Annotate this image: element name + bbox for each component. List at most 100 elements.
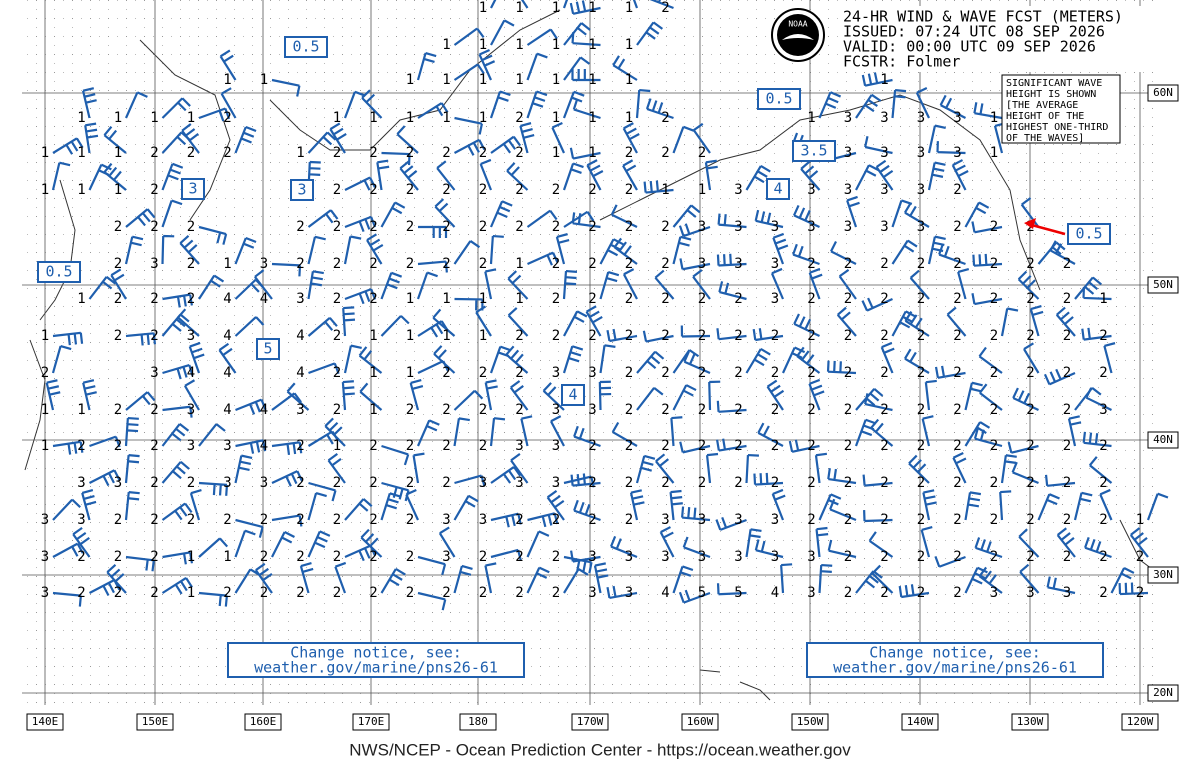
wave-height: 2 [333,328,341,344]
wind-barb [234,316,265,337]
wave-height: 2 [880,549,888,565]
wind-barb [808,378,825,411]
wind-barb [519,122,535,154]
wave-height: 2 [114,585,122,601]
wave-height: 2 [406,549,414,565]
wave-box-label: 5 [263,340,272,358]
wave-height: 3 [698,549,706,565]
wind-barb [51,344,72,374]
wave-height: 1 [369,328,377,344]
wave-height: 2 [187,512,195,528]
wind-barb [161,313,190,337]
wind-barb [526,566,550,594]
wave-height: 1 [406,328,414,344]
wave-height: 2 [880,291,888,307]
wind-barb [718,281,747,301]
wind-barb [1012,387,1039,411]
wave-box-label: 0.5 [292,38,319,56]
wave-height: 2 [1026,256,1034,272]
wind-barb [861,72,893,87]
wave-height: 1 [515,291,523,307]
wind-barb [891,89,907,119]
wave-height: 1 [369,110,377,126]
wind-barbs [45,0,1169,611]
wave-height: 2 [661,438,669,454]
wind-barb [861,297,893,312]
wind-barb [606,585,638,600]
wind-barb [904,311,930,337]
wave-height: 3 [771,512,779,528]
wave-height: 2 [77,585,85,601]
wave-height: 2 [442,182,450,198]
wind-barb [964,566,988,594]
lat-label-box [1147,84,1179,102]
wind-barb [453,240,481,265]
wind-barb [830,241,857,265]
wave-height: 2 [296,549,304,565]
wave-height: 2 [515,365,523,381]
wind-barb [88,469,121,487]
wave-height: 3 [552,475,560,491]
wave-height: 3 [844,219,852,235]
wave-height: 2 [114,549,122,565]
wave-height: 2 [1099,328,1107,344]
wind-barb [162,293,193,308]
wind-barb [434,198,456,228]
wind-barb [299,562,314,594]
wind-barb [343,344,362,374]
wind-barb [307,131,337,154]
wind-barb [506,162,529,191]
wind-barb [490,0,497,9]
wind-barb [838,268,857,300]
wave-height: 2 [771,475,779,491]
wave-height: 3 [588,585,596,601]
wind-barb [453,494,479,521]
wind-barb [964,491,982,521]
wind-barb [598,380,612,411]
wind-barb [1055,306,1076,337]
wind-barb [198,225,228,245]
wave-height: 2 [515,402,523,418]
wind-barb [308,362,340,375]
wind-barb [271,470,304,487]
wave-height: 1 [77,291,85,307]
wave-height: 1 [442,72,450,88]
wave-height: 3 [515,438,523,454]
wave-height: 3 [698,512,706,528]
wave-height: 3 [917,182,925,198]
wave-height: 2 [698,145,706,161]
wave-height: 1 [442,291,450,307]
wind-barb [520,415,533,447]
wave-heights: 1 1 1 1 1 2 1 1 1 1 1 1 1 1 1 1 1 1 1 1 1 1 1 1 1 1 2 1 1 1 1 1 2 1 1 1 2 1 3 3… [41,0,1144,601]
wind-barb [796,346,821,374]
wave-height: 2 [953,402,961,418]
wave-height: 1 [625,110,633,126]
wind-barb [72,526,91,558]
wave-height: 1 [588,72,596,88]
wind-barb [570,473,601,487]
wind-barb [103,162,127,191]
wind-barb [234,236,257,265]
wave-height: 1 [77,402,85,418]
wave-height: 1 [990,145,998,161]
wave-height: 1 [1136,512,1144,528]
wave-height: 2 [698,291,706,307]
wave-height: 2 [990,328,998,344]
wave-height: 4 [223,328,231,344]
wind-barb [416,419,440,447]
wave-height: 2 [1063,512,1071,528]
wave-height: 2 [953,585,961,601]
wave-height: 2 [953,512,961,528]
wind-barb [235,398,267,415]
wind-barb [360,528,383,558]
wind-barb [927,235,946,265]
wind-barb [973,427,1003,448]
wind-barb [509,380,529,411]
wind-barb [952,452,967,484]
wave-height: 3 [734,512,742,528]
wind-barb [672,565,694,594]
wave-height: 2 [114,328,122,344]
wind-barb [659,526,675,558]
wind-barb [381,151,411,166]
